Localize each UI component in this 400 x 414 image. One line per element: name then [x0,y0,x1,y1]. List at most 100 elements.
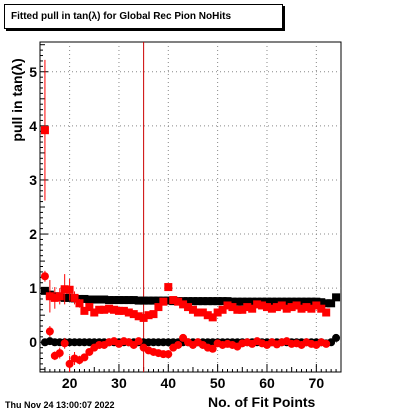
x-tick-label: 70 [309,375,325,391]
data-point-square [213,297,222,306]
data-point-square [302,297,311,306]
data-point-square [134,296,143,305]
data-point-square [193,308,202,317]
data-point-square [213,308,222,317]
data-point-circle [40,272,49,281]
data-point-square [164,296,173,305]
data-point-square [110,305,119,314]
x-tick-label: 40 [161,375,177,391]
data-point-square [114,296,123,305]
data-point-square [248,297,257,306]
data-point-square [149,296,158,305]
data-point-square [119,296,128,305]
y-tick-label: 2 [29,226,37,242]
data-point-square [262,297,271,306]
data-point-square [243,303,252,312]
data-point-circle [174,340,183,349]
data-point-square [188,305,197,314]
data-point-circle [65,359,74,368]
data-point-square [95,295,104,304]
data-point-circle [164,350,173,359]
data-point-square [105,304,114,313]
data-point-square [119,306,128,315]
data-point-square [262,303,271,312]
y-tick-label: 4 [29,118,37,134]
data-point-square [272,297,281,306]
data-point-square [80,306,89,315]
y-axis-label: pull in tan(λ) [9,58,25,142]
data-point-square [40,126,49,135]
x-tick-label: 60 [259,375,275,391]
timestamp-footer: Thu Nov 24 13:00:07 2022 [5,400,115,410]
data-point-square [317,298,326,307]
data-point-square [100,305,109,314]
data-point-square [258,301,267,310]
x-axis-label: No. of Fit Points [208,394,316,410]
data-point-square [40,286,49,295]
data-point-square [267,297,276,306]
y-tick-label: 5 [29,64,37,80]
data-point-square [129,310,138,319]
data-point-square [322,299,331,308]
y-tick-label: 1 [29,280,37,296]
data-point-square [149,310,158,319]
data-point-square [307,304,316,313]
data-point-square [203,297,212,306]
data-point-square [282,297,291,306]
data-point-square [114,306,123,315]
data-point-square [85,303,94,312]
plot-frame [39,41,342,373]
data-point-square [65,285,74,294]
data-point-square [90,295,99,304]
data-point-square [203,311,212,320]
data-point-square [154,303,163,312]
data-point-square [179,300,188,309]
x-tick-label: 20 [62,375,78,391]
data-point-square [277,301,286,310]
data-point-square [233,305,242,314]
data-point-square [60,285,69,294]
data-point-square [169,296,178,305]
data-point-circle [134,337,143,346]
data-point-square [45,292,54,301]
data-point-square [292,301,301,310]
data-point-square [95,305,104,314]
data-point-square [223,297,232,306]
data-point-square [90,308,99,317]
data-point-square [188,297,197,306]
y-tick-label: 0 [29,334,37,350]
data-point-square [282,304,291,313]
data-point-square [218,297,227,306]
data-point-square [50,293,59,302]
chart-title: Fitted pull in tan(λ) for Global Rec Pio… [4,4,283,29]
data-point-square [184,297,193,306]
data-point-square [218,305,227,314]
data-point-square [238,305,247,314]
data-point-square [80,294,89,303]
data-point-square [287,297,296,306]
data-point-square [144,296,153,305]
data-point-square [208,313,217,322]
data-point-square [297,304,306,313]
data-point-square [297,297,306,306]
data-layer [40,42,341,372]
data-point-circle [80,353,89,362]
data-point-square [85,295,94,304]
data-point-square [110,296,119,305]
data-point-square [267,304,276,313]
data-point-circle [322,339,331,348]
data-point-square [55,292,64,301]
data-point-square [134,312,143,321]
x-tick-label: 50 [210,375,226,391]
data-point-square [327,299,336,308]
data-point-square [332,293,341,302]
data-point-square [233,297,242,306]
data-point-circle [60,339,69,348]
data-point-square [312,301,321,310]
data-point-square [154,296,163,305]
x-tick-label: 30 [111,375,127,391]
data-series [40,270,331,372]
data-point-square [139,296,148,305]
data-point-square [198,297,207,306]
data-point-square [159,297,168,306]
